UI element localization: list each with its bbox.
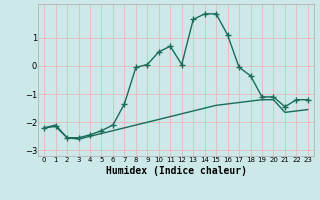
X-axis label: Humidex (Indice chaleur): Humidex (Indice chaleur) — [106, 166, 246, 176]
